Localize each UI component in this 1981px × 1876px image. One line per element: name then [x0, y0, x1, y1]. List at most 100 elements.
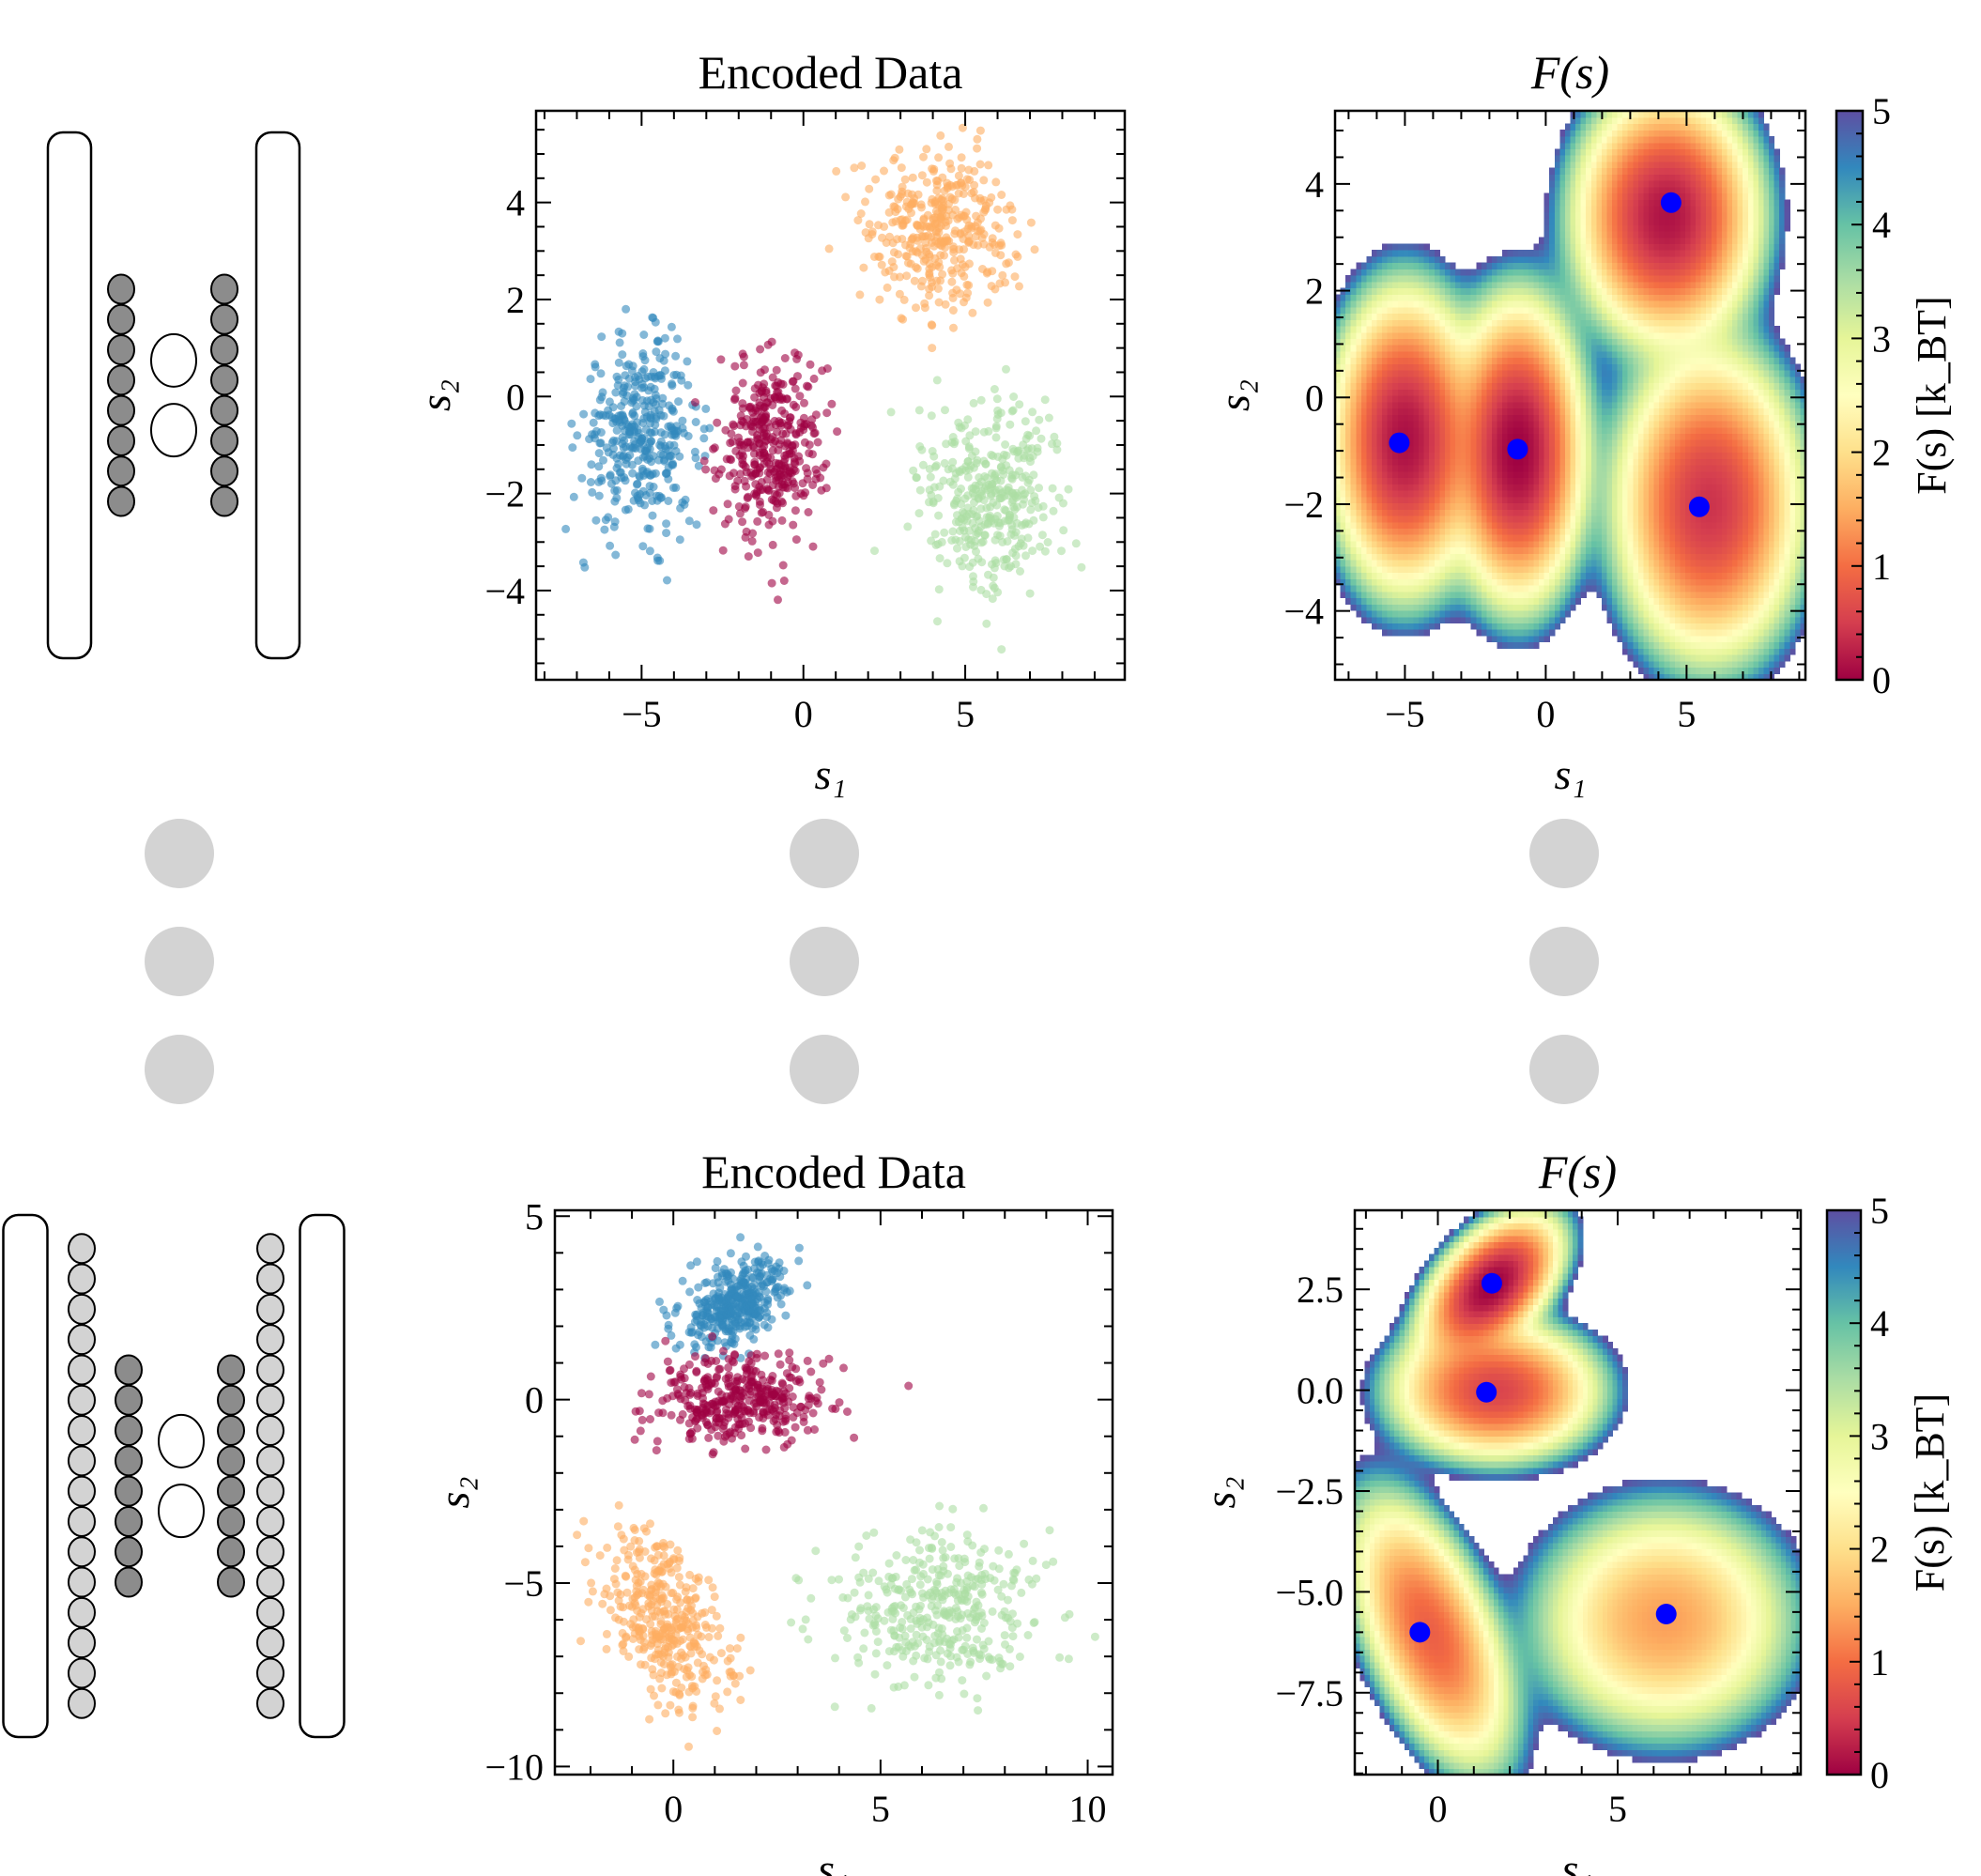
- scatter-point: [753, 516, 762, 526]
- heatmap-cell: [1345, 490, 1352, 498]
- heatmap-cell: [1784, 609, 1790, 618]
- heatmap-cell: [1549, 452, 1556, 459]
- heatmap-cell: [1794, 540, 1802, 548]
- heatmap-cell: [1575, 591, 1582, 599]
- heatmap-cell: [1492, 426, 1498, 434]
- heatmap-cell: [1466, 433, 1472, 440]
- heatmap-cell: [1539, 496, 1545, 504]
- heatmap-cell: [1429, 540, 1436, 548]
- heatmap-cell: [1376, 578, 1383, 586]
- scatter-point: [730, 361, 740, 371]
- heatmap-cell: [1513, 477, 1519, 484]
- heatmap-cell: [1466, 426, 1472, 434]
- scatter-point: [925, 485, 934, 495]
- heatmap-cell: [1492, 560, 1498, 567]
- heatmap-cell: [1590, 458, 1597, 466]
- heatmap-cell: [1539, 528, 1545, 535]
- heatmap-cell: [1622, 414, 1629, 422]
- heatmap-cell: [1429, 528, 1436, 535]
- scatter-point: [928, 321, 937, 331]
- heatmap-cell: [1533, 515, 1540, 523]
- heatmap-cell: [1800, 470, 1805, 479]
- heatmap-cell: [1580, 420, 1587, 428]
- heatmap-cell: [1779, 654, 1786, 662]
- heatmap-cell: [1700, 414, 1707, 422]
- heatmap-cell: [1340, 433, 1346, 440]
- scatter-point: [990, 535, 1000, 545]
- heatmap-cell: [1727, 509, 1733, 516]
- heatmap-cell: [1669, 540, 1676, 548]
- heatmap-cell: [1523, 477, 1529, 484]
- heatmap-cell: [1779, 591, 1786, 599]
- heatmap-cell: [1466, 553, 1472, 561]
- heatmap-cell: [1455, 616, 1462, 623]
- heatmap-cell: [1637, 414, 1645, 422]
- heatmap-cell: [1680, 585, 1686, 592]
- scatter-point: [870, 546, 879, 556]
- chart-title: Encoded Data: [699, 46, 963, 99]
- scatter-point: [967, 189, 976, 198]
- heatmap-cell: [1371, 452, 1378, 459]
- heatmap-cell: [1392, 565, 1399, 574]
- scatter-point: [984, 161, 993, 170]
- heatmap-cell: [1413, 565, 1420, 574]
- heatmap-cell: [1450, 546, 1456, 554]
- heatmap-cell: [1612, 565, 1619, 574]
- heatmap-cell: [1794, 433, 1802, 440]
- scatter-point: [652, 414, 661, 423]
- heatmap-cell: [1732, 578, 1739, 586]
- heatmap-cell: [1622, 433, 1629, 440]
- heatmap-cell: [1486, 496, 1493, 504]
- heatmap-cell: [1696, 597, 1702, 605]
- scatter-point: [926, 273, 934, 282]
- scatter-point: [746, 422, 756, 431]
- heatmap-cell: [1492, 509, 1498, 516]
- heatmap-cell: [1743, 515, 1749, 523]
- heatmap-cell: [1659, 604, 1666, 611]
- heatmap-cell: [1371, 465, 1378, 472]
- heatmap-cell: [1345, 458, 1352, 466]
- heatmap-cell: [1559, 604, 1566, 611]
- heatmap-cell: [1696, 540, 1702, 548]
- heatmap-cell: [1407, 578, 1415, 586]
- heatmap-cell: [1669, 546, 1676, 554]
- heatmap-cell: [1382, 445, 1389, 454]
- scatter-point: [757, 508, 766, 517]
- heatmap-cell: [1758, 407, 1765, 415]
- scatter-point: [906, 259, 915, 269]
- heatmap-cell: [1497, 540, 1503, 548]
- heatmap-cell: [1794, 616, 1802, 623]
- heatmap-cell: [1543, 407, 1550, 415]
- heatmap-cell: [1774, 528, 1780, 535]
- heatmap-cell: [1649, 654, 1655, 662]
- heatmap-cell: [1637, 629, 1645, 637]
- scatter-point: [961, 543, 971, 551]
- heatmap-cell: [1617, 414, 1623, 422]
- heatmap-cell: [1732, 496, 1739, 504]
- heatmap-cell: [1716, 648, 1723, 655]
- heatmap-cell: [1779, 439, 1786, 447]
- heatmap-cell: [1711, 648, 1717, 655]
- heatmap-cell: [1340, 521, 1346, 529]
- heatmap-cell: [1429, 420, 1436, 428]
- scatter-series-2: [824, 123, 1039, 353]
- heatmap-cell: [1419, 458, 1425, 466]
- scatter-point: [976, 585, 986, 594]
- heatmap-cell: [1533, 597, 1540, 605]
- heatmap-cell: [1382, 528, 1389, 535]
- heatmap-cell: [1413, 629, 1420, 637]
- heatmap-cell: [1350, 407, 1357, 415]
- heatmap-cell: [1502, 635, 1509, 643]
- scatter-point: [933, 540, 943, 548]
- heatmap-cell: [1382, 609, 1389, 618]
- heatmap-cell: [1669, 407, 1676, 415]
- heatmap-cell: [1711, 560, 1717, 567]
- heatmap-cell: [1800, 565, 1805, 574]
- heatmap-cell: [1507, 509, 1513, 516]
- heatmap-cell: [1476, 484, 1482, 491]
- heatmap-cell: [1784, 540, 1790, 548]
- heatmap-cell: [1612, 414, 1619, 422]
- heatmap-cell: [1570, 458, 1576, 466]
- heatmap-cell: [1492, 616, 1498, 623]
- heatmap-cell: [1700, 515, 1707, 523]
